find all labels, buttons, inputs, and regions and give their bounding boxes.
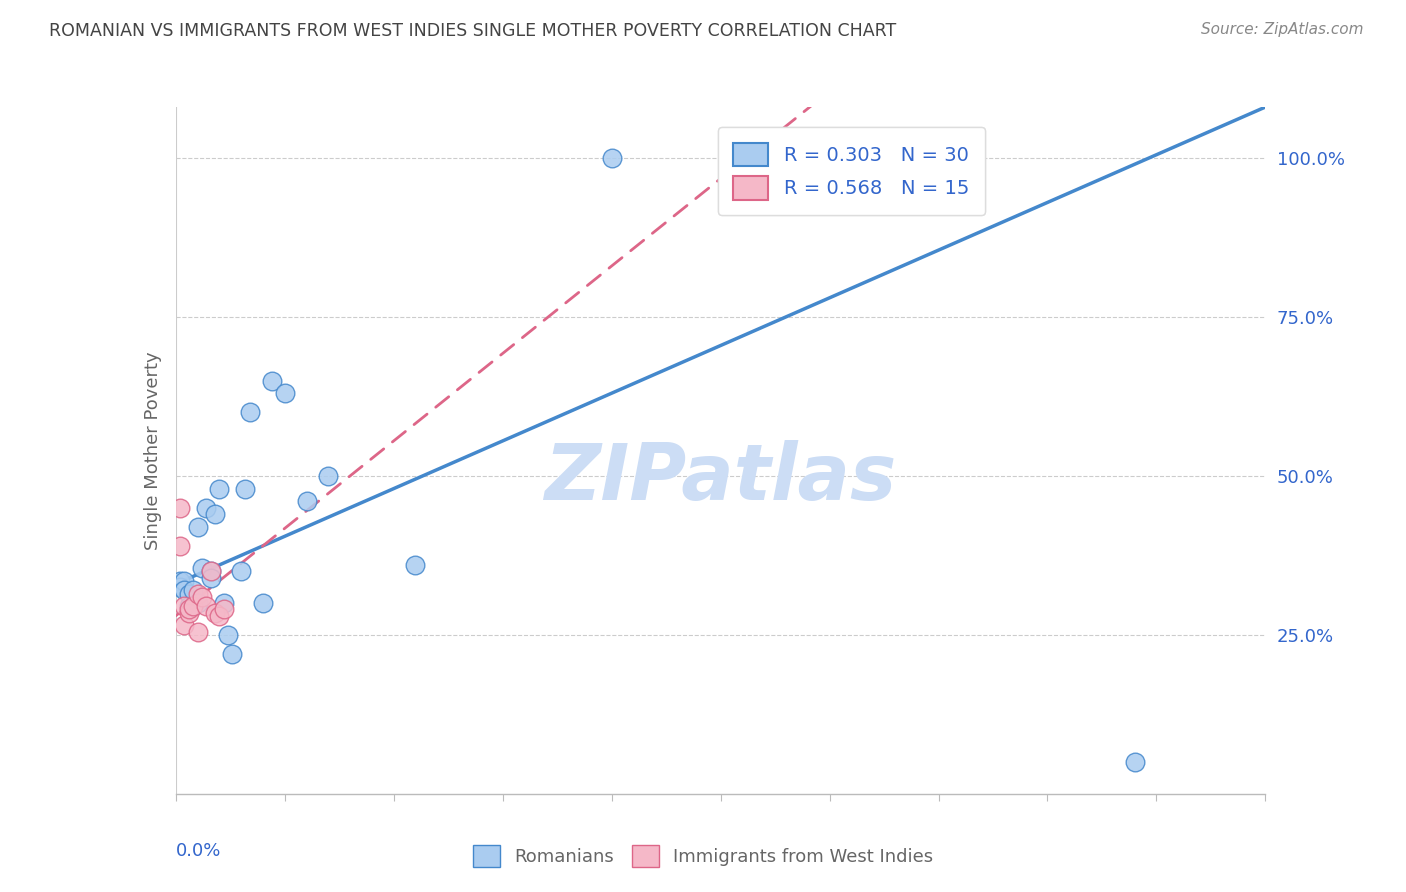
Text: Source: ZipAtlas.com: Source: ZipAtlas.com — [1201, 22, 1364, 37]
Point — [191, 561, 214, 575]
Point — [200, 564, 222, 578]
Point — [181, 599, 204, 614]
Point — [173, 618, 195, 632]
Point — [200, 571, 222, 585]
Point — [274, 386, 297, 401]
Point — [195, 500, 218, 515]
Legend: R = 0.303   N = 30, R = 0.568   N = 15: R = 0.303 N = 30, R = 0.568 N = 15 — [718, 127, 984, 215]
Point — [208, 608, 231, 623]
Point — [173, 583, 195, 598]
Point — [204, 507, 226, 521]
Point — [177, 602, 200, 616]
Point — [169, 580, 191, 594]
Legend: Romanians, Immigrants from West Indies: Romanians, Immigrants from West Indies — [465, 838, 941, 874]
Point — [169, 539, 191, 553]
Point — [181, 599, 204, 614]
Point — [173, 599, 195, 614]
Point — [231, 564, 253, 578]
Text: ZIPatlas: ZIPatlas — [544, 440, 897, 516]
Point — [177, 599, 200, 614]
Point — [252, 596, 274, 610]
Point — [169, 500, 191, 515]
Point — [235, 482, 257, 496]
Point — [191, 590, 214, 604]
Point — [177, 606, 200, 620]
Point — [295, 494, 318, 508]
Text: 0.0%: 0.0% — [176, 842, 221, 860]
Point — [600, 151, 623, 165]
Point — [186, 586, 209, 600]
Point — [217, 628, 239, 642]
Point — [186, 624, 209, 639]
Point — [318, 469, 340, 483]
Point — [177, 586, 200, 600]
Point — [239, 405, 262, 419]
Point — [173, 574, 195, 588]
Point — [186, 596, 209, 610]
Point — [1123, 755, 1146, 769]
Point — [212, 602, 235, 616]
Point — [200, 564, 222, 578]
Point — [405, 558, 427, 572]
Point — [208, 482, 231, 496]
Text: ROMANIAN VS IMMIGRANTS FROM WEST INDIES SINGLE MOTHER POVERTY CORRELATION CHART: ROMANIAN VS IMMIGRANTS FROM WEST INDIES … — [49, 22, 897, 40]
Y-axis label: Single Mother Poverty: Single Mother Poverty — [143, 351, 162, 549]
Point — [195, 599, 218, 614]
Point — [221, 647, 243, 661]
Point — [212, 596, 235, 610]
Point — [204, 606, 226, 620]
Point — [181, 583, 204, 598]
Point — [169, 574, 191, 588]
Point — [260, 374, 283, 388]
Point — [186, 520, 209, 534]
